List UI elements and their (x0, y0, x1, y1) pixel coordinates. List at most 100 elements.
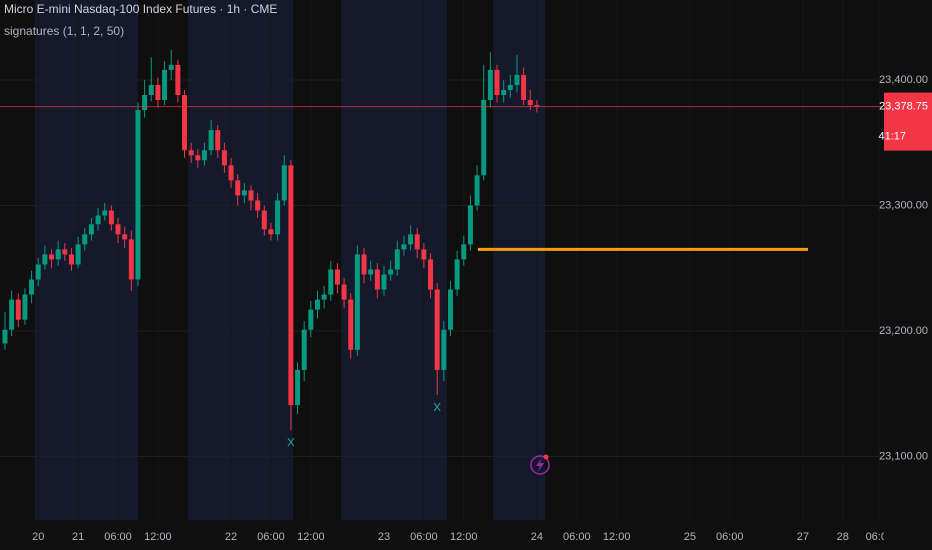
candle-body (474, 175, 480, 206)
candle-body (228, 165, 234, 181)
candle-body (122, 234, 128, 240)
candle-body (428, 259, 434, 290)
last-price-box (884, 92, 932, 151)
x-tick-label: 23 (378, 531, 390, 543)
x-tick-label: 28 (837, 531, 849, 543)
candle-body (108, 210, 114, 225)
candle-body (201, 150, 207, 161)
candle-body (481, 100, 487, 176)
candle-body (148, 84, 154, 96)
x-tick-label: 06:00 (257, 531, 285, 543)
candle-body (461, 244, 467, 260)
candle-body (55, 249, 61, 260)
x-tick-label: 12:00 (144, 531, 172, 543)
x-tick-label: 06:00 (410, 531, 438, 543)
candle-body (361, 254, 367, 275)
candle-body (168, 64, 174, 70)
candle-body (275, 200, 281, 235)
candle-body (248, 190, 254, 201)
candle-body (501, 89, 507, 96)
candle-body (175, 64, 181, 96)
candle-body (188, 150, 194, 156)
candle-body (348, 299, 354, 350)
chart-title: Micro E-mini Nasdaq-100 Index Futures · … (4, 2, 277, 16)
candle-body (447, 289, 453, 330)
candle-body (182, 95, 188, 151)
candle-body (408, 234, 414, 245)
candle-body (467, 205, 473, 245)
x-tick-label: 06:00 (716, 531, 744, 543)
last-price-label: 23,378.75 (879, 101, 928, 113)
candle-body (215, 130, 221, 151)
candle-body (15, 299, 21, 320)
candle-body (401, 244, 407, 250)
candle-body (88, 224, 94, 235)
candle-body (35, 264, 41, 280)
candle-body (381, 274, 387, 290)
x-tick-label: 21 (72, 531, 84, 543)
candle-body (195, 155, 201, 161)
candle-body (208, 130, 214, 151)
indicator-label: signatures (1, 1, 2, 50) (4, 24, 124, 38)
candle-body (102, 210, 108, 216)
x-tick-label: 06:00 (563, 531, 591, 543)
candle-body (9, 299, 15, 330)
candle-body (82, 234, 88, 245)
candle-body (321, 294, 327, 300)
candle-body (434, 289, 440, 370)
candle-body (68, 254, 74, 265)
candle-body (75, 244, 81, 265)
signal-marker (433, 402, 441, 412)
candle-body (155, 84, 161, 101)
candle-body (22, 294, 28, 320)
y-tick-label: 23,100.00 (879, 450, 928, 462)
x-tick-label: 27 (797, 531, 809, 543)
alert-icon (530, 454, 550, 475)
candle-body (29, 279, 35, 295)
candle-body (288, 165, 294, 406)
session-shading (35, 0, 545, 520)
candle-body (314, 299, 320, 310)
candle-body (49, 254, 55, 260)
candle-body (514, 74, 520, 85)
x-tick-label: 06:00 (866, 531, 894, 543)
candle-body (487, 69, 493, 101)
x-tick-label: 24 (531, 531, 543, 543)
x-tick-label: 12:00 (603, 531, 631, 543)
candle-body (454, 259, 460, 290)
x-tick-label: 20 (32, 531, 44, 543)
candle-body (295, 369, 301, 406)
candle-body (341, 284, 347, 300)
candle-body (521, 74, 527, 101)
candle-body (268, 229, 274, 235)
signal-stroke (287, 437, 295, 447)
candle-body (135, 110, 141, 280)
candle-body (235, 180, 241, 196)
y-tick-label: 23,300.00 (879, 199, 928, 211)
candle-body (62, 249, 68, 255)
candle-body (534, 105, 540, 107)
candle-body (328, 269, 334, 295)
x-tick-label: 06:00 (104, 531, 132, 543)
candle-body (421, 249, 427, 260)
candle-body (494, 69, 500, 96)
candle-body (527, 100, 533, 106)
candle-body (441, 329, 447, 370)
x-tick-label: 22 (225, 531, 237, 543)
x-tick-label: 25 (684, 531, 696, 543)
candle-body (308, 309, 314, 330)
candle-body (394, 249, 400, 270)
y-tick-label: 23,400.00 (879, 74, 928, 86)
candle-body (128, 239, 134, 280)
candle-body (255, 200, 261, 211)
y-tick-label: 23,200.00 (879, 325, 928, 337)
x-tick-label: 12:00 (297, 531, 325, 543)
candle-body (95, 215, 101, 225)
signal-marker (287, 437, 295, 447)
candle-body (142, 95, 148, 111)
candle-body (162, 69, 168, 101)
candle-body (261, 210, 267, 230)
countdown-label: 41:17 (878, 131, 906, 143)
candle-body (334, 269, 340, 285)
